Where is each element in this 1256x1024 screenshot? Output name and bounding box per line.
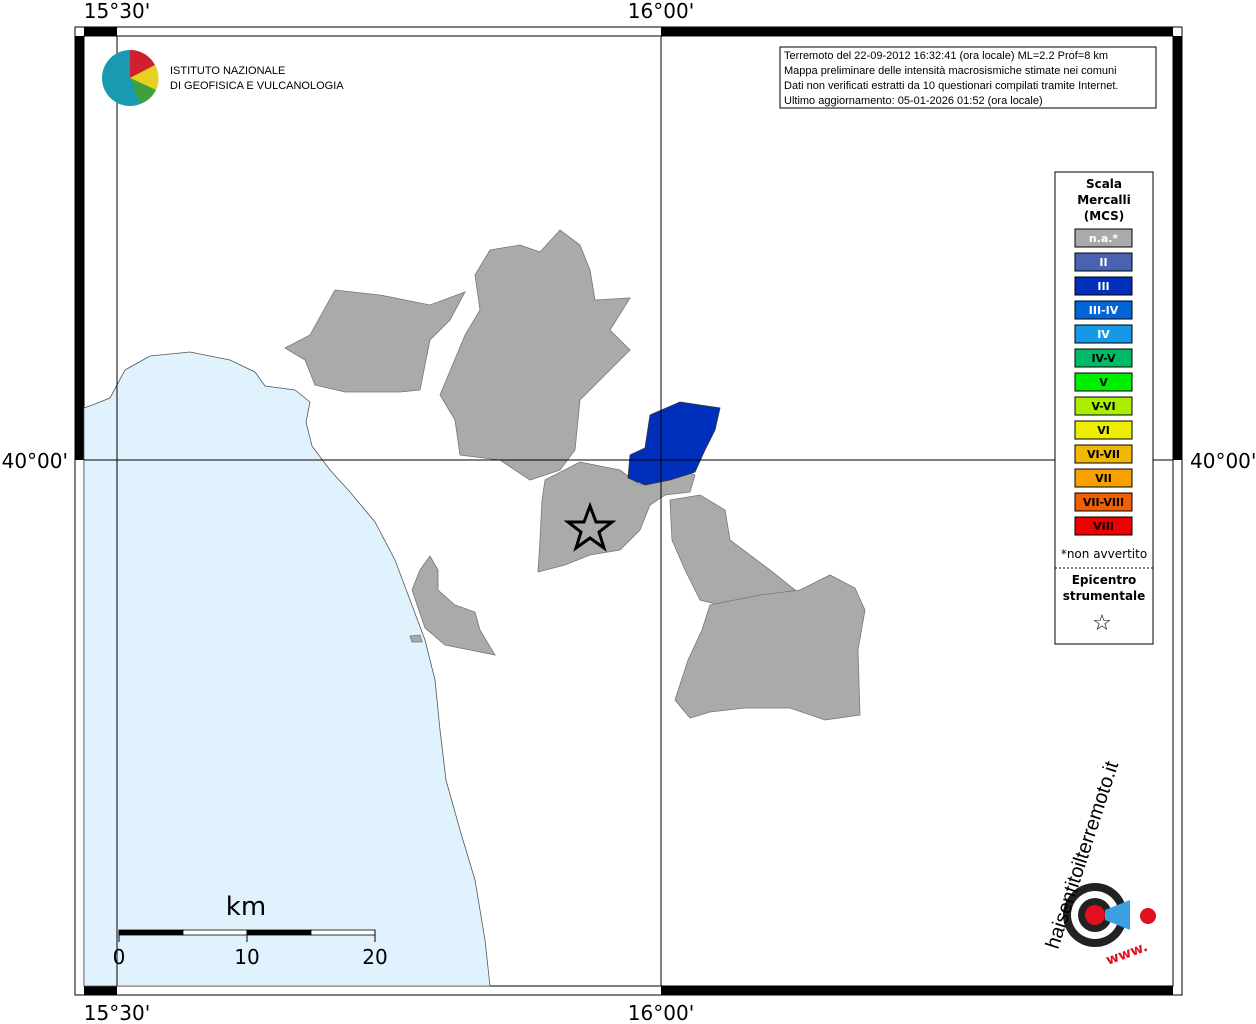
scale-segment [246, 929, 312, 936]
legend-label: III-IV [1089, 304, 1119, 317]
legend-label: IV-V [1091, 352, 1116, 365]
legend-swatch [1074, 396, 1133, 416]
legend-swatch [1074, 276, 1133, 296]
scale-label: 0 [113, 945, 126, 969]
legend-swatch [1074, 468, 1133, 488]
logo-text: DI GEOFISICA E VULCANOLOGIA [170, 80, 344, 92]
info-line: Ultimo aggiornamento: 05-01-2026 01:52 (… [784, 95, 1043, 107]
legend-swatch [1074, 324, 1133, 344]
legend-label: n.a.* [1089, 232, 1119, 245]
legend-label: VIII [1093, 520, 1114, 533]
legend-epicenter: Epicentro [1072, 573, 1137, 587]
legend-label: V-VI [1091, 400, 1115, 413]
lat-label: 40°00' [2, 449, 68, 473]
sea [83, 351, 491, 987]
legend-star: ☆ [1092, 611, 1112, 636]
legend-swatch [1074, 516, 1133, 536]
frame-ticks [75, 27, 1182, 995]
legend-label: VII [1095, 472, 1112, 485]
lon-label: 15°30' [84, 0, 150, 23]
legend-swatch [1074, 300, 1133, 320]
info-box [779, 46, 1157, 109]
info-line: Mappa preliminare delle intensità macros… [784, 65, 1117, 77]
legend-title: Mercalli [1077, 193, 1131, 207]
lon-label: 16°00' [628, 1001, 694, 1024]
legend-swatch [1074, 252, 1133, 272]
municipalities [284, 229, 866, 721]
info-line: Terremoto del 22-09-2012 16:32:41 (ora l… [784, 50, 1108, 62]
epicenter-star [563, 501, 617, 552]
legend-label: III [1097, 280, 1109, 293]
scale-segment [310, 929, 376, 936]
legend-label: VI [1097, 424, 1110, 437]
scale-label: 10 [234, 945, 259, 969]
legend-swatch [1074, 228, 1133, 248]
legend-title: Scala [1086, 177, 1122, 191]
legend-epicenter: strumentale [1063, 589, 1146, 603]
scale-segment [182, 929, 248, 936]
legend-swatch [1074, 348, 1133, 368]
legend-note: *non avvertito [1061, 547, 1147, 561]
scale-segment [118, 929, 184, 936]
logo-text: ISTITUTO NAZIONALE [170, 65, 285, 77]
ingv-logo: ISTITUTO NAZIONALE DI GEOFISICA E VULCAN… [102, 49, 344, 106]
scale-unit: km [226, 892, 266, 922]
legend-title: (MCS) [1084, 209, 1125, 223]
municipality-iii [627, 401, 721, 486]
legend-label: V [1099, 376, 1108, 389]
legend-label: VI-VII [1087, 448, 1120, 461]
legend-label: IV [1097, 328, 1110, 341]
scale-bar: 0 10 20 [113, 929, 388, 969]
legend-label: II [1099, 256, 1107, 269]
legend-label: VII-VIII [1083, 496, 1124, 509]
info-line: Dati non verificati estratti da 10 quest… [784, 80, 1118, 92]
lat-label: 40°00' [1190, 449, 1256, 473]
scale-label: 20 [362, 945, 387, 969]
legend-swatch [1074, 444, 1133, 464]
graticule [84, 36, 1173, 986]
legend-swatch [1074, 420, 1133, 440]
lon-label: 16°00' [628, 0, 694, 23]
lon-label: 15°30' [84, 1001, 150, 1024]
legend-swatch [1074, 372, 1133, 392]
legend-swatch [1074, 492, 1133, 512]
